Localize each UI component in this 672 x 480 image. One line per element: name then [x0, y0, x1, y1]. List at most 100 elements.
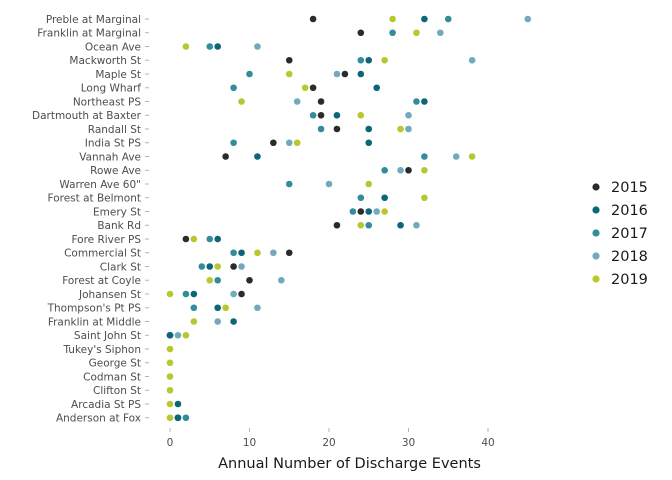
data-point-2015	[182, 235, 190, 243]
data-point-2019	[357, 221, 365, 229]
data-point-2016	[230, 318, 237, 325]
data-point-2019	[166, 400, 174, 408]
category-label: Forest at Coyle	[62, 275, 141, 287]
data-point-2016	[214, 304, 221, 312]
data-point-2019	[166, 386, 174, 394]
category-label: Thompson's Pt PS	[47, 303, 142, 315]
category-label: Randall St	[88, 124, 141, 136]
category-labels: Preble at Marginal Franklin at MarginalOc…	[32, 14, 142, 425]
data-point-2019	[381, 56, 388, 64]
data-point-2019	[190, 318, 198, 325]
data-point-2015	[357, 29, 365, 37]
data-point-2018	[437, 29, 444, 37]
data-point-2017	[230, 249, 237, 257]
data-point-2018	[452, 153, 460, 160]
legend-key	[592, 206, 600, 214]
data-point-2019	[381, 208, 388, 215]
data-point-2017	[230, 84, 237, 92]
data-point-2019	[254, 249, 261, 257]
data-point-2015	[357, 208, 365, 215]
category-label: Franklin at Middle	[48, 316, 141, 328]
data-point-2015	[333, 125, 341, 133]
data-point-2015	[285, 56, 293, 64]
data-point-2016	[238, 249, 245, 257]
data-point-2018	[238, 263, 245, 270]
data-point-2015	[270, 139, 277, 147]
data-point-2019	[206, 276, 214, 284]
x-tick-label: 20	[322, 437, 335, 449]
data-point-2017	[357, 194, 365, 202]
category-label: Warren Ave 60"	[59, 179, 141, 191]
data-point-2016	[190, 290, 198, 298]
category-label: Vannah Ave	[79, 151, 141, 163]
data-point-2015	[222, 153, 229, 160]
category-label: India St PS	[85, 138, 142, 150]
data-point-2018	[285, 139, 293, 147]
data-point-2019	[182, 43, 190, 50]
data-point-2016	[365, 208, 373, 215]
data-point-2018	[468, 56, 476, 64]
category-label: George St	[89, 358, 141, 370]
category-label: Dartmouth at Baxter	[32, 110, 142, 122]
data-point-2016	[174, 414, 182, 422]
data-point-2018	[397, 166, 404, 174]
data-point-2016	[365, 56, 373, 64]
data-point-2018	[405, 125, 412, 133]
category-label: Franklin at Marginal	[37, 28, 141, 40]
data-point-2017	[357, 56, 365, 64]
data-point-2017	[182, 414, 190, 422]
data-point-2018	[254, 304, 261, 312]
x-tick-label: 40	[481, 437, 494, 449]
category-label: Tukey's Siphon	[62, 344, 141, 356]
data-point-2018	[278, 276, 285, 284]
data-point-2015	[309, 84, 317, 92]
data-point-2017	[190, 304, 198, 312]
data-point-2016	[357, 70, 365, 78]
data-point-2019	[293, 139, 301, 147]
data-point-2018	[174, 331, 182, 339]
data-point-2016	[421, 98, 428, 105]
data-point-2019	[222, 304, 229, 312]
category-label: Clark St	[100, 261, 141, 273]
category-label: Forest at Belmont	[48, 193, 141, 205]
data-point-2015	[238, 290, 245, 298]
legend-label: 2016	[611, 203, 648, 219]
data-point-2016	[365, 139, 373, 147]
data-point-2015	[230, 263, 237, 270]
data-point-2017	[285, 180, 293, 188]
data-point-2019	[389, 15, 396, 23]
data-point-2019	[421, 194, 428, 202]
x-axis-tick-labels: 0 10 20 30 40	[167, 437, 495, 449]
data-point-2017	[246, 70, 253, 78]
data-point-2016	[365, 125, 373, 133]
data-point-2016	[174, 400, 182, 408]
legend-label: 2019	[611, 272, 648, 288]
data-point-2019	[166, 345, 174, 353]
category-label: Mackworth St	[69, 55, 141, 67]
data-point-2019	[166, 373, 174, 380]
data-point-2019	[357, 111, 365, 119]
data-point-2015	[317, 98, 325, 105]
category-label: Clifton St	[93, 385, 141, 397]
category-label: Saint John St	[74, 330, 141, 342]
data-point-2018	[413, 221, 420, 229]
data-point-2017	[230, 139, 237, 147]
category-label: Commercial St	[64, 248, 141, 260]
data-point-2016	[206, 263, 214, 270]
data-point-2015	[317, 111, 325, 119]
data-point-2017	[421, 153, 428, 160]
category-label: Arcadia St PS	[71, 399, 141, 411]
data-point-2017	[198, 263, 206, 270]
data-point-2017	[309, 111, 317, 119]
data-point-2017	[365, 221, 373, 229]
legend-key	[592, 275, 600, 283]
data-point-2019	[413, 29, 420, 37]
data-point-2017	[206, 43, 214, 50]
data-point-2016	[333, 111, 341, 119]
legend-label: 2018	[611, 249, 648, 265]
category-label: Codman St	[83, 371, 141, 383]
category-label: Maple St	[95, 69, 141, 81]
data-point-2017	[317, 125, 325, 133]
data-point-2015	[246, 276, 253, 284]
data-point-2017	[413, 98, 420, 105]
